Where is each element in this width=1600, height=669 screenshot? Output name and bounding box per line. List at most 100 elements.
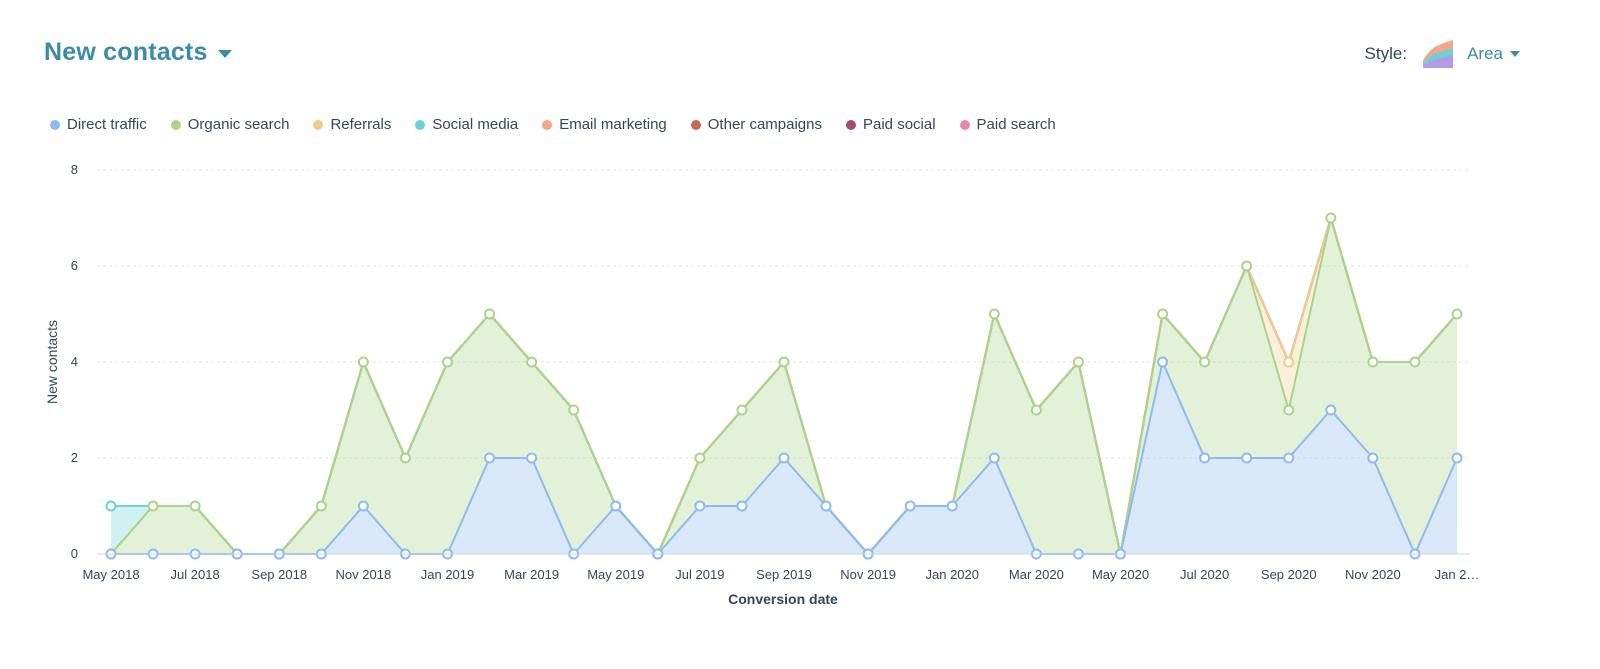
legend-label: Organic search [187, 116, 290, 133]
data-point [1325, 404, 1337, 416]
data-point [736, 404, 748, 416]
data-point [1367, 452, 1379, 464]
legend-dot-icon [313, 119, 324, 130]
legend-label: Referrals [330, 116, 392, 133]
data-point [1283, 404, 1295, 416]
legend-label: Paid search [976, 116, 1056, 133]
report-title[interactable]: New contacts [44, 38, 208, 66]
x-tick-label: Jan 2020 [926, 567, 980, 582]
data-point [778, 356, 790, 368]
y-tick-label: 2 [71, 450, 78, 465]
legend-label: Direct traffic [67, 116, 147, 133]
legend-item[interactable]: Direct traffic [50, 116, 147, 133]
area-fill-series-1 [111, 218, 1457, 554]
data-point [694, 500, 706, 512]
legend-item[interactable]: Paid social [846, 116, 936, 133]
y-tick-label: 6 [71, 258, 78, 273]
legend-label: Other campaigns [707, 116, 822, 133]
y-tick-label: 4 [71, 354, 78, 369]
data-point [1283, 356, 1295, 368]
data-point [694, 452, 706, 464]
data-point [1157, 356, 1169, 368]
data-point [484, 452, 496, 464]
data-point [526, 452, 538, 464]
data-point [778, 452, 790, 464]
y-tick-label: 8 [71, 162, 78, 177]
area-fill-series-2 [111, 218, 1457, 554]
legend-dot-icon [690, 119, 701, 130]
x-tick-label: Jul 2020 [1180, 567, 1229, 582]
x-tick-label: May 2020 [1092, 567, 1149, 582]
x-tick-label: Nov 2020 [1345, 567, 1401, 582]
data-point [1199, 356, 1211, 368]
data-point [1367, 356, 1379, 368]
data-point [904, 500, 916, 512]
x-tick-label: Mar 2020 [1009, 567, 1064, 582]
data-point [1325, 212, 1337, 224]
data-point [1451, 308, 1463, 320]
data-point [1072, 356, 1084, 368]
x-tick-label: Nov 2018 [336, 567, 392, 582]
legend-item[interactable]: Email marketing [542, 116, 667, 133]
x-tick-label: Sep 2019 [756, 567, 812, 582]
legend-item[interactable]: Other campaigns [690, 116, 822, 133]
legend-item[interactable]: Referrals [313, 116, 391, 133]
x-tick-label: Jan 2… [1435, 567, 1480, 582]
style-label: Style: [1364, 44, 1408, 63]
legend-item[interactable]: Social media [415, 116, 518, 133]
data-point [399, 452, 411, 464]
x-tick-label: Nov 2019 [840, 567, 896, 582]
x-tick-label: Sep 2020 [1261, 567, 1317, 582]
data-point [1157, 308, 1169, 320]
data-point [568, 404, 580, 416]
data-point [1241, 260, 1253, 272]
data-point [1283, 452, 1295, 464]
x-tick-label: Jul 2019 [675, 567, 724, 582]
data-point [357, 500, 369, 512]
data-point [105, 500, 117, 512]
x-tick-label: Sep 2018 [251, 567, 307, 582]
data-point [357, 356, 369, 368]
y-axis-title: New contacts [44, 320, 60, 404]
legend-dot-icon [415, 119, 426, 130]
legend-label: Email marketing [559, 116, 667, 133]
data-point [946, 500, 958, 512]
x-axis-title: Conversion date [728, 591, 838, 607]
legend-dot-icon [959, 119, 970, 130]
legend-dot-icon [846, 119, 856, 130]
style-dropdown-caret-icon[interactable] [1510, 51, 1520, 57]
chart-style-picker[interactable]: Style: Area [1365, 38, 1520, 70]
legend-dot-icon [170, 119, 181, 130]
legend-item[interactable]: Paid search [959, 116, 1056, 133]
legend-dot-icon [542, 119, 553, 130]
data-point [442, 356, 453, 368]
area-chart-icon [1423, 40, 1454, 68]
data-point [610, 500, 622, 512]
data-point [147, 500, 159, 512]
title-dropdown-caret-icon[interactable] [217, 50, 232, 58]
x-tick-label: May 2019 [587, 567, 644, 582]
x-tick-label: Mar 2019 [504, 567, 559, 582]
x-tick-label: Jan 2019 [421, 567, 475, 582]
data-point [484, 308, 496, 320]
style-value[interactable]: Area [1467, 44, 1503, 63]
data-point [820, 500, 832, 512]
data-point [988, 452, 1000, 464]
data-point [315, 500, 327, 512]
data-point [526, 356, 538, 368]
data-point [1451, 452, 1463, 464]
data-point [736, 500, 748, 512]
legend-dot-icon [50, 119, 60, 130]
legend-item[interactable]: Organic search [170, 116, 290, 133]
legend-label: Paid social [863, 116, 936, 133]
x-tick-label: Jul 2018 [171, 567, 220, 582]
data-point [1409, 356, 1421, 368]
legend-label: Social media [432, 116, 519, 133]
data-point [1030, 404, 1042, 416]
y-tick-label: 0 [71, 546, 78, 561]
data-point [1241, 452, 1253, 464]
data-point [1199, 452, 1211, 464]
x-tick-label: May 2018 [82, 567, 139, 582]
data-point [988, 308, 1000, 320]
